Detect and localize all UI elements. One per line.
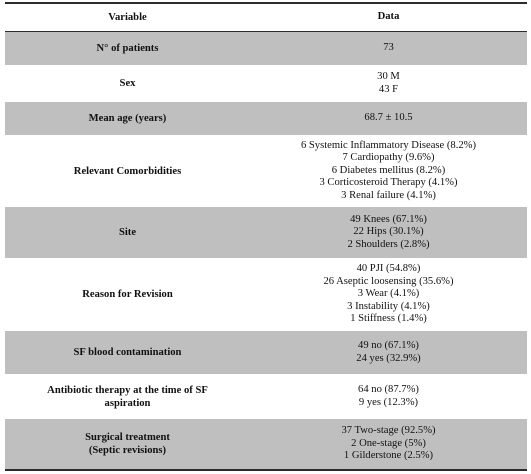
table-row-patients: N° of patients 73 [5,32,527,66]
row-value-line: 30 M [377,70,400,82]
row-value-line: 43 F [378,83,399,95]
row-values: 6 Systemic Inflammatory Disease (8.2%) 7… [250,140,527,203]
row-value-line: 9 yes (12.3%) [358,396,419,408]
row-value-line: 49 Knees (67.1%) [350,213,427,225]
row-label-line: aspiration [104,397,151,409]
row-value-line: 3 Renal failure (4.1%) [341,189,436,201]
table-row-mean-age: Mean age (years) 68.7 ± 10.5 [5,102,527,136]
row-label: Antibiotic therapy at the time of SF asp… [5,384,250,410]
row-label-line: Antibiotic therapy at the time of SF [47,384,208,396]
row-label-line: (Septic revisions) [88,445,167,456]
row-label: Reason for Revision [5,288,250,301]
row-label: Mean age (years) [5,112,250,125]
header-variable: Variable [108,12,147,23]
row-label: Relevant Comorbidities [5,165,250,178]
table-row-sex: Sex 30 M 43 F [5,66,527,102]
row-values: 64 no (87.7%) 9 yes (12.3%) [250,384,527,409]
row-value-line: 2 One-stage (5%) [351,437,426,449]
row-label: Site [5,226,250,239]
row-value-line: 3 Instability (4.1%) [347,300,430,312]
row-values: 40 PJI (54.8%) 26 Aseptic loosensing (35… [250,263,527,326]
characteristics-table: Variable Data N° of patients 73 Sex 30 M… [5,2,527,471]
row-label-line: Relevant Comorbidities [73,165,182,177]
row-value-line: 3 Wear (4.1%) [357,288,420,300]
row-label-line: Site [118,227,137,238]
table-row-site: Site 49 Knees (67.1%) 22 Hips (30.1%) 2 … [5,207,527,259]
row-values: 30 M 43 F [250,71,527,96]
row-value-line: 1 Stiffness (1.4%) [350,313,427,325]
row-value-line: 3 Corticosteroid Therapy (4.1%) [319,177,458,189]
row-value-line: 1 Gilderstone (2.5%) [343,450,434,462]
row-value-line: 40 PJI (54.8%) [356,263,421,275]
row-label: SF blood contamination [5,346,250,359]
row-value-line: 6 Systemic Inflammatory Disease (8.2%) [300,139,477,151]
table-row-surgical-treatment: Surgical treatment (Septic revisions) 37… [5,419,527,469]
row-label-line: SF blood contamination [73,347,182,358]
row-value-line: 64 no (87.7%) [358,383,419,395]
table-row-antibiotic-therapy: Antibiotic therapy at the time of SF asp… [5,375,527,419]
row-label: N° of patients [5,42,250,55]
row-value-line: 24 yes (32.9%) [356,352,421,364]
header-data: Data [377,11,400,23]
table-row-comorbidities: Relevant Comorbidities 6 Systemic Inflam… [5,136,527,207]
row-values: 73 [250,42,527,55]
row-label-line: Surgical treatment [85,432,170,443]
row-value-line: 68.7 ± 10.5 [364,112,413,124]
row-label: Sex [5,77,250,90]
row-value-line: 37 Two-stage (92.5%) [341,425,436,437]
row-label-line: Reason for Revision [82,289,173,300]
row-value-line: 2 Shoulders (2.8%) [347,238,430,250]
table-header-row: Variable Data [5,4,527,32]
row-label-line: N° of patients [96,43,159,54]
row-label-line: Sex [119,78,136,89]
row-label: Surgical treatment (Septic revisions) [5,431,250,457]
row-value-line: 73 [383,42,394,54]
table-row-sf-blood-contamination: SF blood contamination 49 no (67.1%) 24 … [5,331,527,375]
row-value-line: 6 Diabetes mellitus (8.2%) [331,164,446,176]
row-value-line: 7 Cardiopathy (9.6%) [342,152,435,164]
row-label-line: Mean age (years) [88,113,167,124]
table-row-reason-for-revision: Reason for Revision 40 PJI (54.8%) 26 As… [5,259,527,331]
row-value-line: 22 Hips (30.1%) [353,226,424,238]
row-value-line: 26 Aseptic loosensing (35.6%) [323,275,454,287]
row-values: 37 Two-stage (92.5%) 2 One-stage (5%) 1 … [250,425,527,463]
row-value-line: 49 no (67.1%) [358,339,419,351]
row-values: 68.7 ± 10.5 [250,112,527,125]
row-values: 49 no (67.1%) 24 yes (32.9%) [250,340,527,365]
row-values: 49 Knees (67.1%) 22 Hips (30.1%) 2 Shoul… [250,214,527,252]
